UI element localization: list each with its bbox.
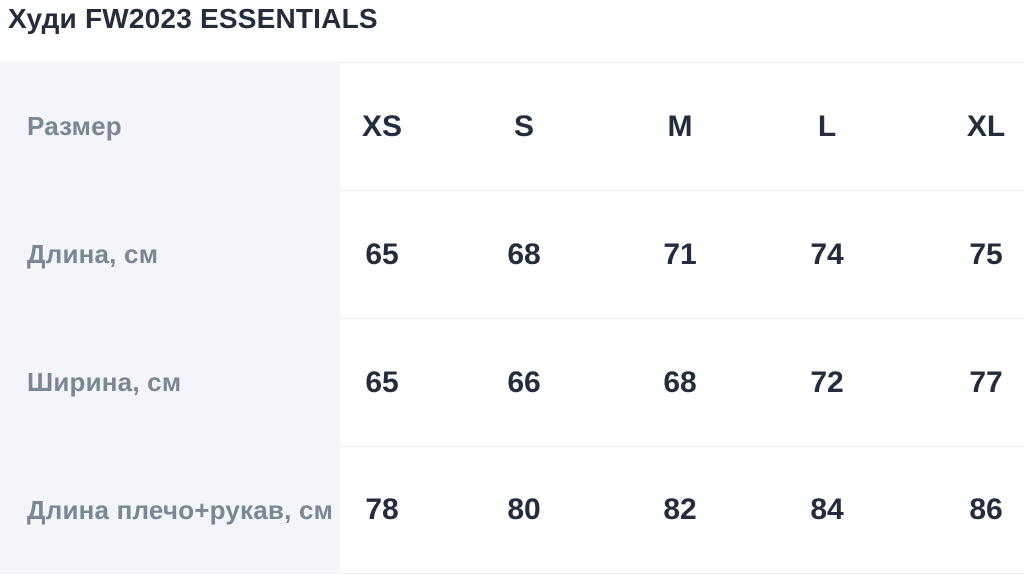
value-cell-width-s: 66 (424, 318, 624, 446)
value-cell-sleeve-xs: 78 (340, 446, 424, 574)
value-cell-length-m: 71 (624, 190, 736, 318)
page-title: Худи FW2023 ESSENTIALS (8, 3, 378, 34)
size-column-header-xl: XL (918, 62, 1024, 190)
value-cell-width-xs: 65 (340, 318, 424, 446)
size-column-header-s: S (424, 62, 624, 190)
size-table: Размер XS S M L XL Длина, см 65 68 71 74… (0, 62, 1024, 574)
value-cell-sleeve-s: 80 (424, 446, 624, 574)
value-cell-length-l: 74 (736, 190, 918, 318)
value-cell-sleeve-m: 82 (624, 446, 736, 574)
size-column-header-xs: XS (340, 62, 424, 190)
row-label-width: Ширина, см (0, 318, 340, 446)
value-cell-length-s: 68 (424, 190, 624, 318)
size-column-header-m: M (624, 62, 736, 190)
value-cell-length-xs: 65 (340, 190, 424, 318)
value-cell-sleeve-l: 84 (736, 446, 918, 574)
value-cell-width-l: 72 (736, 318, 918, 446)
row-label-shoulder-sleeve: Длина плечо+рукав, см (0, 446, 340, 574)
value-cell-length-xl: 75 (918, 190, 1024, 318)
value-cell-width-m: 68 (624, 318, 736, 446)
size-column-header-l: L (736, 62, 918, 190)
row-label-length: Длина, см (0, 190, 340, 318)
value-cell-width-xl: 77 (918, 318, 1024, 446)
size-table-corner-header: Размер (0, 62, 340, 190)
value-cell-sleeve-xl: 86 (918, 446, 1024, 574)
